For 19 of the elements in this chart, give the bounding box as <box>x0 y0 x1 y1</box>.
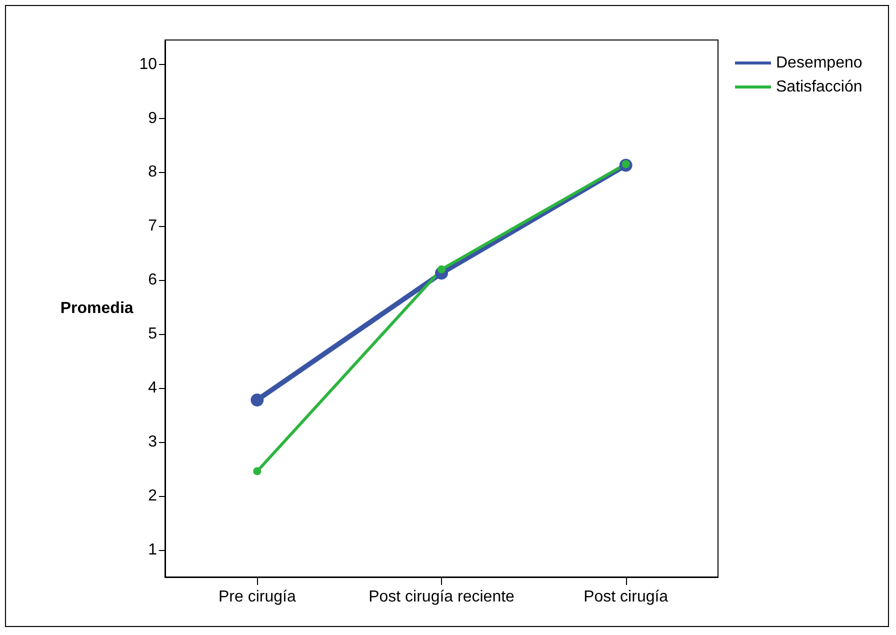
y-tick-label: 2 <box>148 488 158 505</box>
y-tick-label: 5 <box>148 326 158 343</box>
x-tick-label: Post cirugía <box>584 588 668 606</box>
legend-label: Desempeno <box>776 54 862 72</box>
y-tick-label: 3 <box>148 434 158 451</box>
point <box>253 467 262 476</box>
x-tick-label: Pre cirugía <box>218 588 296 606</box>
y-tick-label: 4 <box>148 380 158 397</box>
point <box>250 393 264 406</box>
point <box>438 265 446 274</box>
y-tick-label: 8 <box>148 164 158 181</box>
y-tick-label: 10 <box>139 56 158 73</box>
x-tick-label: Post cirugía reciente <box>368 588 515 606</box>
y-tick-label: 9 <box>148 110 158 127</box>
legend-label: Satisfacción <box>776 78 862 96</box>
y-tick-label: 7 <box>148 218 158 235</box>
y-tick-label: 1 <box>148 542 158 559</box>
y-tick-label: 6 <box>148 272 158 289</box>
y-axis-title: Promedia <box>60 300 134 317</box>
